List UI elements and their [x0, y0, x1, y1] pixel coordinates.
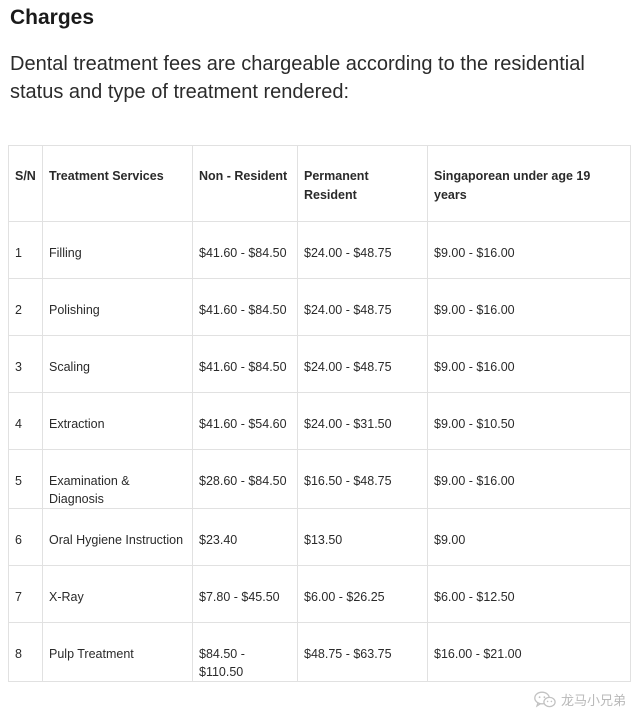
cell-singaporean-u19: $9.00 — [427, 508, 631, 566]
cell-permanent-resident: $24.00 - $48.75 — [297, 278, 428, 336]
cell-permanent-resident: $48.75 - $63.75 — [297, 622, 428, 682]
cell-singaporean-u19: $9.00 - $16.00 — [427, 335, 631, 393]
cell-permanent-resident: $16.50 - $48.75 — [297, 449, 428, 509]
cell-non-resident: $41.60 - $84.50 — [192, 335, 298, 393]
table-row: 4 Extraction $41.60 - $54.60 $24.00 - $31.5… — [8, 392, 631, 450]
cell-sn: 2 — [8, 278, 43, 336]
cell-permanent-resident: $6.00 - $26.25 — [297, 565, 428, 623]
cell-sn: 7 — [8, 565, 43, 623]
table-row: 2 Polishing $41.60 - $84.50 $24.00 - $48.75… — [8, 278, 631, 336]
cell-singaporean-u19: $9.00 - $16.00 — [427, 221, 631, 279]
cell-service: Oral Hygiene Instruction — [42, 508, 193, 566]
cell-permanent-resident: $24.00 - $31.50 — [297, 392, 428, 450]
watermark: 龙马小兄弟 — [534, 690, 626, 709]
cell-non-resident: $7.80 - $45.50 — [192, 565, 298, 623]
intro-paragraph: Dental treatment fees are chargeable acc… — [10, 53, 585, 103]
cell-service: Pulp Treatment — [42, 622, 193, 682]
wechat-icon — [534, 691, 556, 709]
cell-sn: 8 — [8, 622, 43, 682]
table-row: 3 Scaling $41.60 - $84.50 $24.00 - $48.75 $9… — [8, 335, 631, 393]
cell-service: Examination & Diagnosis — [42, 449, 193, 509]
cell-sn: 3 — [8, 335, 43, 393]
cell-service: Extraction — [42, 392, 193, 450]
cell-singaporean-u19: $9.00 - $16.00 — [427, 449, 631, 509]
cell-non-resident: $28.60 - $84.50 — [192, 449, 298, 509]
charges-table: S/N Treatment Services Non - Resident Pe… — [8, 145, 631, 682]
section-title: Charges — [10, 6, 95, 29]
cell-non-resident: $41.60 - $84.50 — [192, 221, 298, 279]
cell-sn: 1 — [8, 221, 43, 279]
column-header-non-resident: Non - Resident — [192, 145, 298, 222]
cell-non-resident: $23.40 — [192, 508, 298, 566]
cell-service: Filling — [42, 221, 193, 279]
column-header-service: Treatment Services — [42, 145, 193, 222]
table-row: 6 Oral Hygiene Instruction $23.40 $13.50 $9.… — [8, 508, 631, 566]
watermark-text: 龙马小兄弟 — [560, 693, 626, 708]
table-header-row: S/N Treatment Services Non - Resident Pe… — [8, 145, 631, 222]
cell-service: X-Ray — [42, 565, 193, 623]
cell-singaporean-u19: $9.00 - $16.00 — [427, 278, 631, 336]
cell-sn: 6 — [8, 508, 43, 566]
table-row: 8 Pulp Treatment $84.50 - $110.50 $48.75 - … — [8, 622, 631, 682]
cell-sn: 4 — [8, 392, 43, 450]
cell-permanent-resident: $13.50 — [297, 508, 428, 566]
cell-non-resident: $41.60 - $84.50 — [192, 278, 298, 336]
cell-singaporean-u19: $16.00 - $21.00 — [427, 622, 631, 682]
table-row: 1 Filling $41.60 - $84.50 $24.00 - $48.75 $9… — [8, 221, 631, 279]
cell-sn: 5 — [8, 449, 43, 509]
cell-non-resident: $41.60 - $54.60 — [192, 392, 298, 450]
cell-service: Scaling — [42, 335, 193, 393]
cell-singaporean-u19: $9.00 - $10.50 — [427, 392, 631, 450]
cell-service: Polishing — [42, 278, 193, 336]
cell-singaporean-u19: $6.00 - $12.50 — [427, 565, 631, 623]
column-header-sn: S/N — [8, 145, 43, 222]
cell-permanent-resident: $24.00 - $48.75 — [297, 335, 428, 393]
cell-non-resident: $84.50 - $110.50 — [192, 622, 298, 682]
column-header-permanent-resident: Permanent Resident — [297, 145, 428, 222]
column-header-singaporean-u19: Singaporean under age 19 years — [427, 145, 631, 222]
cell-permanent-resident: $24.00 - $48.75 — [297, 221, 428, 279]
table-row: 5 Examination & Diagnosis $28.60 - $84.50 $… — [8, 449, 631, 509]
table-row: 7 X-Ray $7.80 - $45.50 $6.00 - $26.25 $6.00 … — [8, 565, 631, 623]
